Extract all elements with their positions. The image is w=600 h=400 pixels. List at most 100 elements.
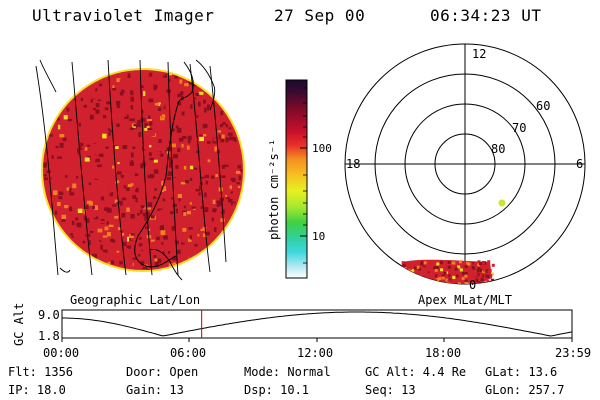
aurora-pixel <box>425 276 429 280</box>
disk-pixel <box>164 83 168 88</box>
aurora-pixel <box>452 271 456 275</box>
mlt-label-6: 6 <box>576 157 583 171</box>
disk-pixel <box>137 75 142 79</box>
disk-pixel <box>157 208 163 211</box>
aurora-pixel <box>487 260 491 264</box>
aurora-pixel <box>478 276 482 280</box>
disk-pixel <box>139 116 142 119</box>
disk-pixel <box>76 175 79 179</box>
disk-pixel <box>157 91 163 94</box>
disk-pixel <box>159 122 163 128</box>
disk-pixel <box>195 92 200 96</box>
disk-pixel <box>230 191 233 194</box>
disk-pixel <box>121 128 124 132</box>
disk-pixel <box>60 92 64 98</box>
disk-pixel <box>166 177 171 181</box>
disk-pixel <box>211 175 215 179</box>
disk-pixel <box>60 252 63 257</box>
aurora-pixel <box>464 264 468 268</box>
mlt-label-12: 12 <box>472 47 486 61</box>
aurora-pixel <box>409 271 413 275</box>
disk-pixel <box>114 95 120 101</box>
disk-pixel <box>112 204 116 207</box>
disk-pixel <box>200 228 205 231</box>
disk-pixel <box>58 196 63 200</box>
disk-pixel <box>102 133 107 139</box>
disk-pixel <box>129 161 134 166</box>
disk-pixel <box>177 101 182 106</box>
disk-pixel <box>136 122 141 128</box>
aurora-pixel <box>439 287 442 290</box>
disk-pixel <box>172 256 177 261</box>
aurora-pixel <box>488 268 492 272</box>
aurora-pixel <box>415 277 419 281</box>
flight-number: Flt: 1356 <box>8 365 74 379</box>
door-status: Door: Open <box>126 365 199 379</box>
aurora-pixel <box>477 280 481 284</box>
disk-pixel <box>89 225 95 230</box>
disk-pixel <box>177 148 181 152</box>
aurora-pixel <box>485 269 489 273</box>
disk-pixel <box>82 139 86 144</box>
disk-pixel <box>105 146 109 149</box>
auroral-emission <box>400 259 495 290</box>
disk-pixel <box>89 114 94 120</box>
disk-pixel <box>123 152 127 156</box>
disk-pixel <box>123 234 128 238</box>
aurora-pixel <box>444 283 448 284</box>
disk-pixel <box>130 244 134 249</box>
disk-pixel <box>102 235 108 238</box>
disk-pixel <box>238 219 241 223</box>
disk-pixel <box>161 180 164 186</box>
disk-pixel <box>189 165 194 170</box>
disk-pixel <box>70 237 74 241</box>
disk-pixel <box>190 137 194 142</box>
disk-pixel <box>135 187 139 193</box>
aurora-pixel <box>481 261 485 264</box>
aurora-pixel <box>447 265 451 269</box>
disk-pixel <box>108 238 111 243</box>
disk-pixel <box>191 206 196 209</box>
aurora-pixel <box>469 269 473 273</box>
disk-pixel <box>153 169 159 174</box>
disk-pixel <box>184 83 189 87</box>
disk-pixel <box>107 211 112 217</box>
disk-pixel <box>227 106 231 110</box>
aurora-pixel <box>416 265 420 269</box>
disk-pixel <box>130 214 135 219</box>
aurora-pixel <box>408 261 411 265</box>
disk-pixel <box>154 223 159 226</box>
disk-pixel <box>71 220 75 225</box>
disk-pixel <box>169 260 174 263</box>
disk-pixel <box>227 193 230 197</box>
disk-pixel <box>57 156 62 159</box>
aurora-pixel <box>434 281 438 284</box>
disk-pixel <box>135 84 139 88</box>
disk-pixel <box>101 205 106 209</box>
disk-pixel <box>97 99 102 102</box>
disk-pixel <box>100 108 103 112</box>
disk-pixel <box>216 253 220 259</box>
disk-pixel <box>127 87 131 91</box>
disk-pixel <box>137 119 143 123</box>
aurora-pixel <box>441 266 445 270</box>
disk-pixel <box>143 210 147 214</box>
disk-pixel <box>144 122 148 128</box>
disk-pixel <box>159 209 163 215</box>
disk-pixel <box>212 139 217 144</box>
disk-pixel <box>117 83 123 87</box>
disk-pixel <box>182 223 187 226</box>
disk-pixel <box>106 86 110 90</box>
disk-pixel <box>220 206 226 209</box>
disk-pixel <box>139 149 144 153</box>
disk-pixel <box>149 72 153 77</box>
disk-pixel <box>132 146 136 149</box>
disk-pixel <box>119 79 123 83</box>
disk-pixel <box>225 194 229 198</box>
aurora-pixel <box>427 273 431 277</box>
disk-pixel <box>86 218 90 223</box>
disk-pixel <box>240 88 243 92</box>
aurora-pixel <box>415 269 419 273</box>
disk-pixel <box>212 208 217 212</box>
disk-pixel <box>236 261 239 266</box>
